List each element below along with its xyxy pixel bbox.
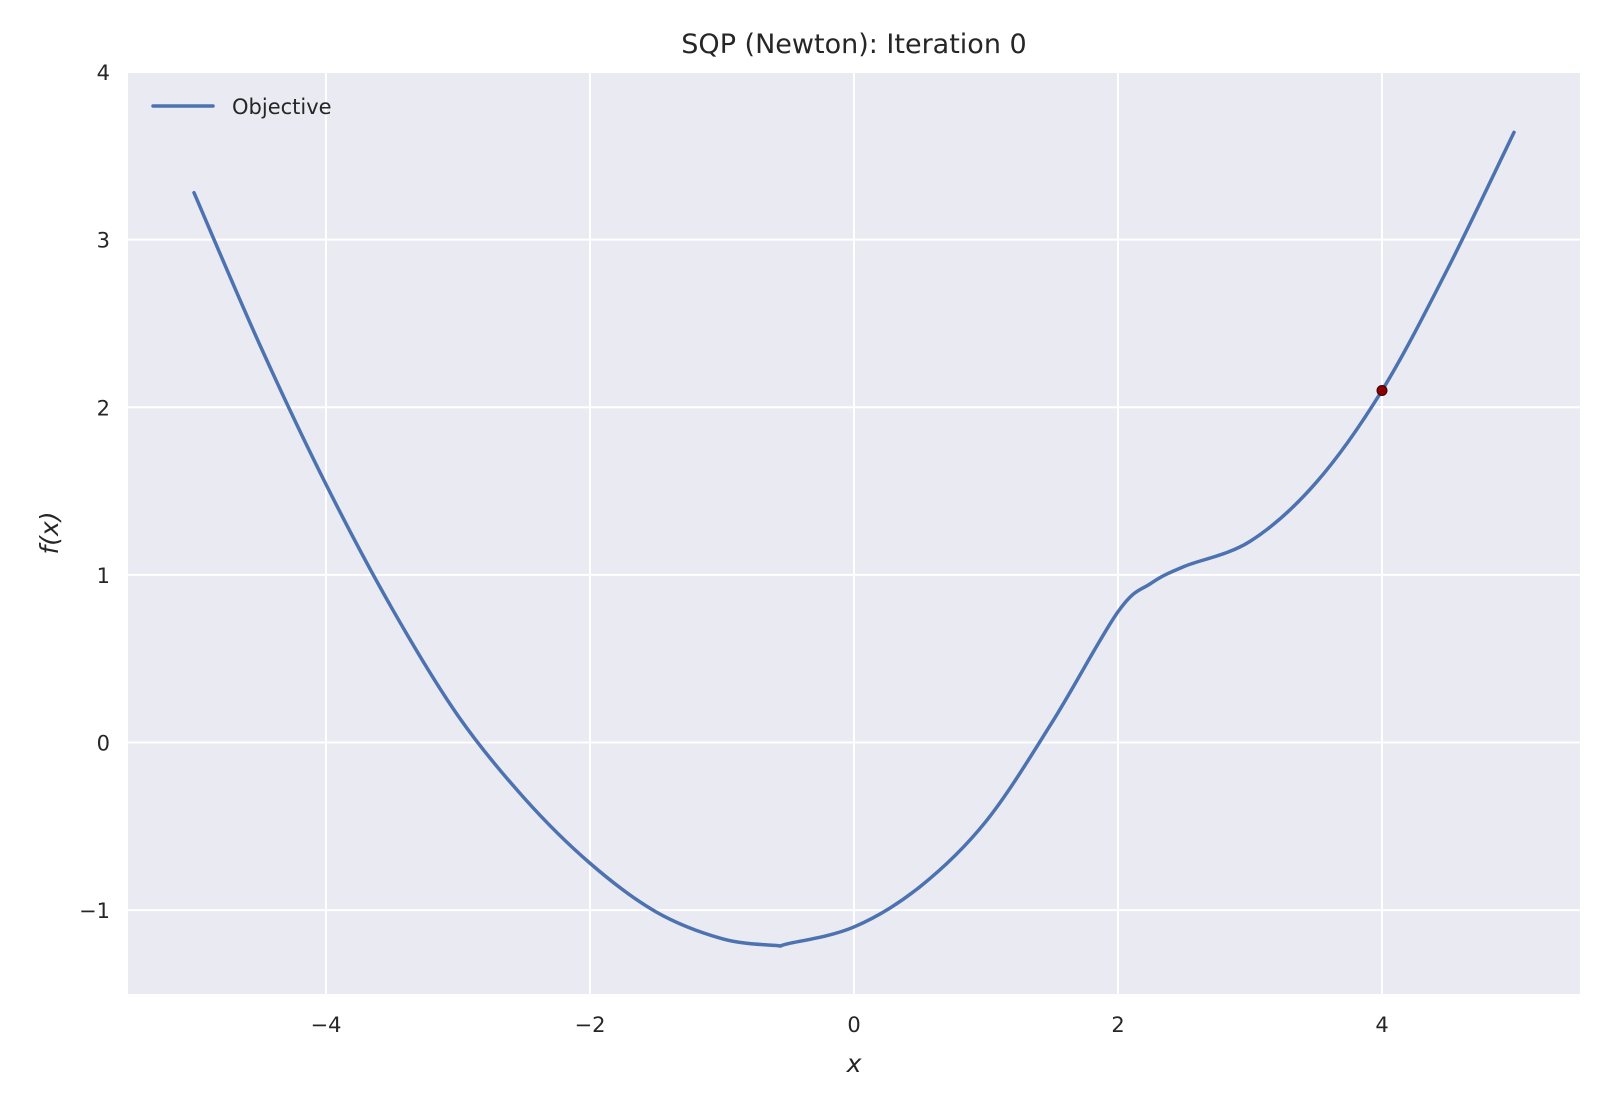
marker-layer xyxy=(1376,385,1388,397)
y-tick-label: 4 xyxy=(97,61,110,85)
y-tick-labels: −1 0 1 2 3 4 xyxy=(79,61,110,923)
y-axis-label: f(x) xyxy=(35,511,64,554)
x-tick-label: 2 xyxy=(1111,1013,1124,1037)
y-tick-label: −1 xyxy=(79,899,110,923)
x-tick-labels: −4 −2 0 2 4 xyxy=(311,1013,1389,1037)
y-tick-label: 2 xyxy=(97,396,110,420)
x-tick-label: −4 xyxy=(311,1013,342,1037)
series-layer xyxy=(192,130,1516,948)
legend: Objective xyxy=(151,95,332,119)
x-tick-label: −2 xyxy=(575,1013,606,1037)
series-line-objective xyxy=(192,130,1516,948)
current-iterate-point xyxy=(1376,385,1388,397)
chart-title: SQP (Newton): Iteration 0 xyxy=(681,29,1026,60)
grid-lines xyxy=(128,71,1580,994)
y-tick-label: 1 xyxy=(97,564,110,588)
x-tick-label: 4 xyxy=(1375,1013,1388,1037)
legend-label-objective: Objective xyxy=(232,95,332,119)
y-tick-label: 3 xyxy=(97,229,110,253)
x-axis-label: x xyxy=(846,1049,862,1078)
x-tick-label: 0 xyxy=(847,1013,860,1037)
y-tick-label: 0 xyxy=(97,732,110,756)
